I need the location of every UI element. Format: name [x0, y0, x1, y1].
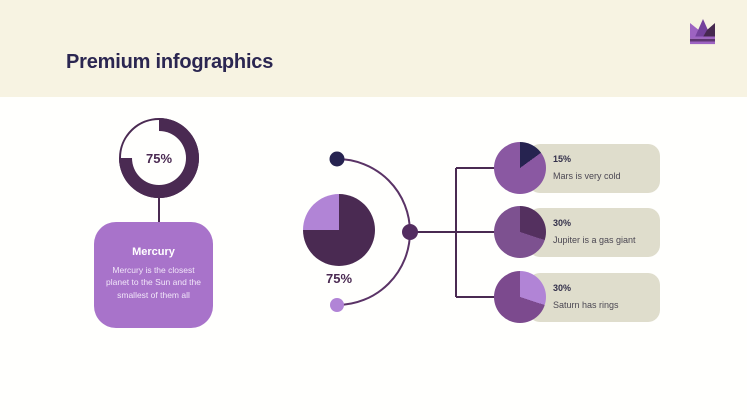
stat-caption: Mars is very cold	[553, 171, 621, 181]
mercury-donut-chart: 75%	[119, 118, 199, 198]
orbit-dot-bottom	[330, 298, 344, 312]
header-band	[0, 0, 747, 97]
stat-percent: 30%	[553, 283, 572, 293]
crown-icon	[690, 19, 715, 45]
donut-center: 75%	[132, 131, 186, 185]
stat-caption: Saturn has rings	[553, 300, 619, 310]
orbit-dot-right	[402, 224, 418, 240]
stat-caption: Jupiter is a gas giant	[553, 235, 636, 245]
stat-card-saturn: 30% Saturn has rings	[528, 273, 660, 322]
stat-pie-saturn	[494, 271, 546, 323]
orbit-dot-top	[329, 151, 345, 167]
stat-card-jupiter: 30% Jupiter is a gas giant	[528, 208, 660, 257]
stat-percent: 15%	[553, 154, 572, 164]
mercury-card: Mercury Mercury is the closest planet to…	[94, 222, 213, 328]
central-pie-chart	[303, 194, 375, 266]
donut-percent-label: 75%	[145, 150, 173, 166]
page-title: Premium infographics	[66, 51, 274, 73]
donut-card-connector	[158, 197, 160, 223]
mercury-card-title: Mercury	[132, 246, 175, 258]
stat-card-mars: 15% Mars is very cold	[528, 144, 660, 193]
stat-pie-jupiter	[494, 206, 546, 258]
mercury-card-description: Mercury is the closest planet to the Sun…	[106, 265, 201, 300]
stat-percent: 30%	[553, 218, 572, 228]
central-pie-label: 75%	[325, 271, 353, 286]
stat-pie-mars	[494, 142, 546, 194]
